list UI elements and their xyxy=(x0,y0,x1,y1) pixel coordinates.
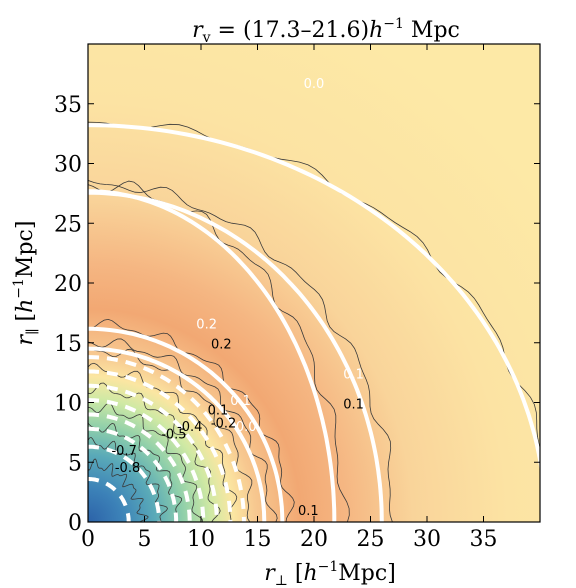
data-contour-line xyxy=(88,402,203,522)
model-contour-negative-line xyxy=(88,369,233,522)
x-tick-label: 15 xyxy=(244,527,272,552)
data-contour-line xyxy=(88,121,540,451)
model-contour-line xyxy=(88,123,540,473)
model-contour-line xyxy=(88,190,384,522)
y-tick-label: 5 xyxy=(68,451,82,476)
model-contour-label: 0.0 xyxy=(236,420,257,435)
x-tick-label: 0 xyxy=(81,527,95,552)
data-contour-line xyxy=(88,422,183,522)
data-contour-line xyxy=(88,362,238,522)
y-tick-label: 30 xyxy=(54,153,82,178)
chart-title: rv = (17.3–21.6)h−1 Mpc xyxy=(192,16,460,46)
model-contour-line xyxy=(88,346,267,522)
data-contour-line xyxy=(88,346,253,522)
data-contour-label: -0.5 xyxy=(161,427,186,442)
x-tick-label: 30 xyxy=(413,527,441,552)
data-contour-label: -0.4 xyxy=(177,420,202,435)
y-tick-label: 20 xyxy=(54,272,82,297)
plot-area: 0.00.10.20.10.00.20.10.10.1-0.2-0.4-0.5-… xyxy=(87,43,541,523)
data-contour-label: 0.1 xyxy=(343,397,364,412)
data-contour-label: -0.8 xyxy=(115,461,140,476)
model-contour-negative-line xyxy=(88,477,131,522)
x-tick-label: 20 xyxy=(300,527,328,552)
model-contour-negative-line xyxy=(88,398,206,522)
model-contour-label: 0.1 xyxy=(343,368,364,383)
y-tick-label: 25 xyxy=(54,212,82,237)
y-tick-label: 15 xyxy=(54,332,82,357)
data-contour-line xyxy=(88,458,149,522)
model-contour-label: 0.1 xyxy=(230,394,251,409)
data-contour-line xyxy=(88,382,221,522)
data-contour-label: 0.2 xyxy=(211,338,232,353)
data-contour-line xyxy=(88,180,393,522)
model-contour-negative-line xyxy=(88,355,246,522)
model-contour-label: 0.2 xyxy=(196,317,217,332)
y-tick-label: 10 xyxy=(54,392,82,417)
data-contour-line xyxy=(88,338,278,522)
x-axis-label: r⊥ [h−1Mpc] xyxy=(264,559,396,588)
model-contour-negative-line xyxy=(88,412,192,522)
y-tick-label: 0 xyxy=(68,511,82,536)
heatmap-background xyxy=(88,44,540,522)
data-contour-label: -0.7 xyxy=(111,444,136,459)
axis-ticks: 0 5 10 15 20 25 30 35 0 5 10 15 20 25 30 35 xyxy=(54,44,540,552)
x-tick-label: 10 xyxy=(187,527,215,552)
model-contour-line xyxy=(88,326,285,522)
x-tick-label: 35 xyxy=(470,527,498,552)
data-contour-label: -0.2 xyxy=(211,417,236,432)
y-axis-label: r∥ [h−1Mpc] xyxy=(11,221,41,346)
model-contour-label: 0.0 xyxy=(304,77,325,92)
model-contour-line xyxy=(88,189,337,522)
x-tick-label: 25 xyxy=(357,527,385,552)
model-contour-negative-line xyxy=(88,426,179,522)
model-contour-negative-line xyxy=(88,383,219,522)
x-tick-label: 5 xyxy=(138,527,152,552)
data-contour-label: 0.1 xyxy=(298,504,319,519)
model-contour-negative-line xyxy=(88,444,162,522)
y-tick-label: 35 xyxy=(54,93,82,118)
contour-layer: 0.00.10.20.10.00.20.10.10.1-0.2-0.4-0.5-… xyxy=(88,77,540,522)
data-contour-label: 0.1 xyxy=(208,403,229,418)
